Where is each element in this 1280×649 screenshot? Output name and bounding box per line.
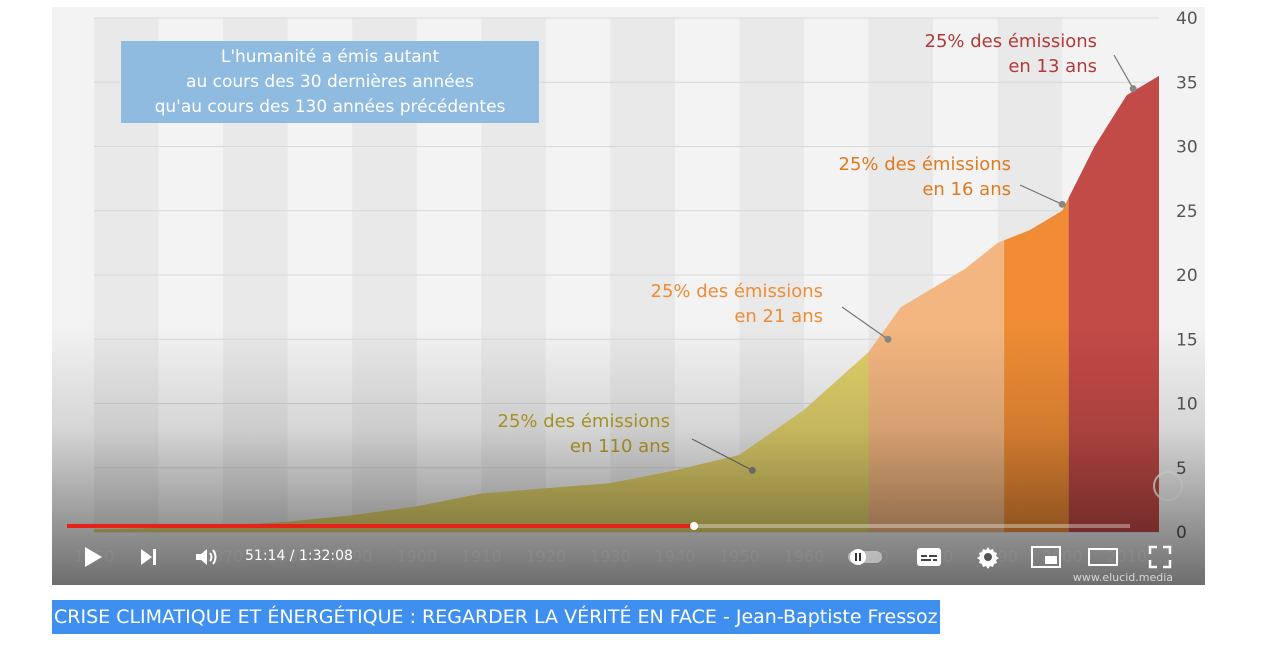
- x-tick-label: 1900: [396, 547, 437, 566]
- x-tick-label: 1930: [590, 547, 631, 566]
- y-tick-label: 15: [1176, 330, 1198, 350]
- x-tick-label: 1950: [719, 547, 760, 566]
- annotation-dot: [748, 466, 756, 474]
- time-display: 51:14 / 1:32:08: [245, 548, 353, 564]
- progress-played: [67, 524, 695, 528]
- progress-bar[interactable]: [67, 522, 1130, 530]
- fullscreen-icon[interactable]: [1148, 545, 1172, 569]
- annotation-line1: 25% des émissions: [498, 411, 671, 432]
- annotation-line2: en 21 ans: [734, 306, 823, 327]
- progress-scrubber[interactable]: [690, 522, 699, 530]
- autoplay-toggle[interactable]: [848, 548, 884, 566]
- watermark: www.elucid.media: [1072, 571, 1173, 584]
- y-tick-label: 20: [1176, 266, 1198, 286]
- annotation-leader: [1113, 54, 1134, 89]
- volume-icon[interactable]: [194, 546, 220, 568]
- play-icon[interactable]: [82, 545, 104, 569]
- y-tick-label: 35: [1176, 73, 1198, 93]
- annotation-leader: [1019, 184, 1063, 205]
- info-line-2: au cours des 30 dernières années: [186, 71, 474, 92]
- video-title[interactable]: CRISE CLIMATIQUE ET ÉNERGÉTIQUE : REGARD…: [52, 600, 940, 634]
- y-tick-label: 30: [1176, 138, 1198, 158]
- y-tick-label: 10: [1176, 395, 1198, 415]
- time-current: 51:14: [245, 548, 286, 564]
- x-tick-label: 1940: [655, 547, 696, 566]
- next-icon[interactable]: [138, 546, 160, 568]
- lightbulb-icon[interactable]: [1153, 471, 1183, 501]
- annotation-line2: en 16 ans: [922, 179, 1011, 200]
- x-tick-label: 1960: [784, 547, 825, 566]
- annotation-line2: en 110 ans: [570, 436, 670, 457]
- x-tick-label: 1910: [461, 547, 502, 566]
- annotation-dot: [1129, 85, 1137, 93]
- y-tick-label: 0: [1176, 523, 1187, 543]
- time-total: 1:32:08: [298, 548, 353, 564]
- annotation-line1: 25% des émissions: [651, 281, 824, 302]
- area-segment-3: [1004, 197, 1069, 532]
- miniplayer-icon[interactable]: [1031, 546, 1061, 568]
- y-tick-label: 25: [1176, 202, 1198, 222]
- annotation-line2: en 13 ans: [1008, 56, 1097, 77]
- x-tick-label: 1920: [525, 547, 566, 566]
- subtitles-icon[interactable]: [916, 547, 942, 567]
- y-tick-label: 40: [1176, 9, 1198, 29]
- theater-mode-icon[interactable]: [1088, 546, 1118, 568]
- info-line-3: qu'au cours des 130 années précédentes: [154, 96, 506, 117]
- annotation-dot: [884, 335, 892, 343]
- area-segment-4: [1068, 75, 1159, 532]
- annotation-line1: 25% des émissions: [839, 154, 1012, 175]
- info-line-1: L'humanité a émis autant: [220, 46, 440, 67]
- annotation-line1: 25% des émissions: [925, 31, 1098, 52]
- settings-gear-icon[interactable]: [976, 545, 1000, 569]
- annotation-dot: [1058, 200, 1066, 208]
- video-player[interactable]: 4035302520151050185018701880189019001910…: [52, 7, 1205, 585]
- info-box: L'humanité a émis autant au cours des 30…: [121, 41, 539, 123]
